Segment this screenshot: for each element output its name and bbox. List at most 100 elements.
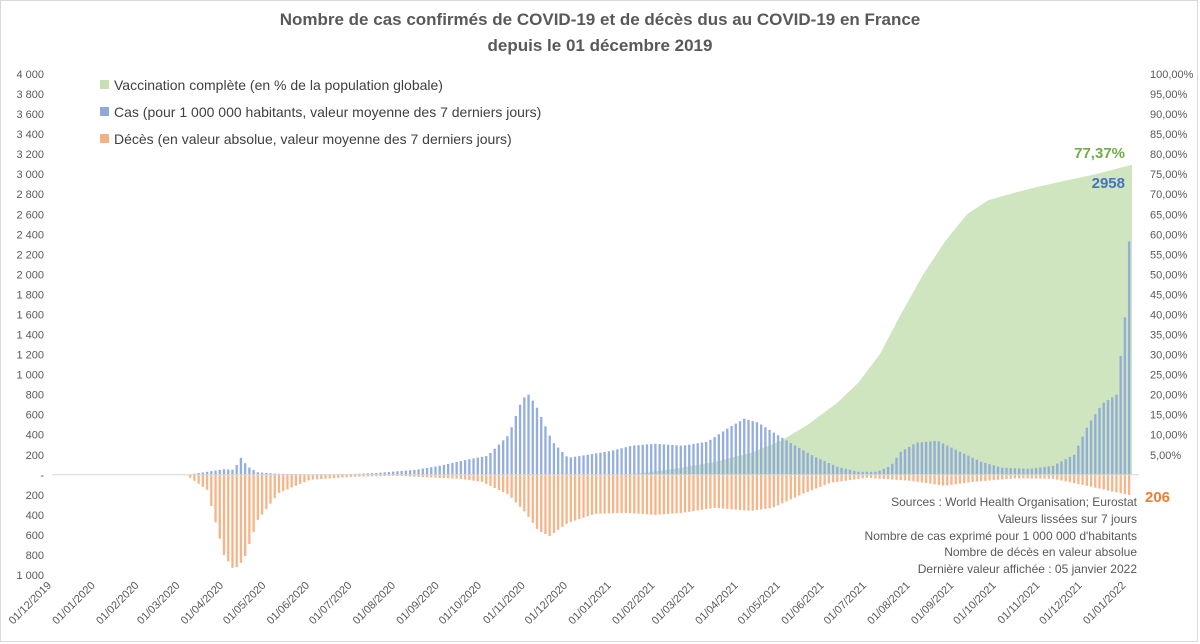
cases-bar xyxy=(857,471,860,475)
deaths-bar xyxy=(565,474,568,524)
cases-bar xyxy=(781,437,784,475)
x-tick-label: 01/06/2021 xyxy=(779,580,826,627)
cases-bar xyxy=(844,468,847,475)
cases-bar xyxy=(958,451,962,475)
deaths-bar xyxy=(248,474,251,544)
deaths-bar xyxy=(552,474,556,533)
deaths-bar xyxy=(210,474,213,507)
deaths-bar xyxy=(628,474,632,514)
deaths-bar xyxy=(738,474,742,510)
source-line-5: Dernière valeur affichée : 05 janvier 20… xyxy=(918,562,1138,576)
cases-bar xyxy=(497,444,501,475)
deaths-bar xyxy=(480,474,484,482)
cases-bar xyxy=(231,469,234,475)
x-tick-label: 01/11/2020 xyxy=(481,580,528,627)
cases-bar xyxy=(827,463,830,475)
cases-bar xyxy=(447,463,450,475)
deaths-bar xyxy=(396,474,399,476)
left-tick-label: 2 600 xyxy=(16,209,44,221)
deaths-bar xyxy=(899,474,902,481)
legend-label-deaths: Décès (en valeur absolue, valeur moyenne… xyxy=(114,131,512,147)
deaths-bar xyxy=(840,474,843,482)
cases-bar xyxy=(430,467,433,475)
deaths-bar xyxy=(984,474,987,481)
deaths-bar xyxy=(658,474,661,515)
deaths-bar xyxy=(726,474,729,509)
right-tick-label: 45,00% xyxy=(1150,289,1188,301)
deaths-bar xyxy=(882,474,885,479)
deaths-bar xyxy=(747,474,750,511)
x-tick-label: 01/01/2020 xyxy=(50,580,97,627)
deaths-bar xyxy=(1005,474,1008,480)
deaths-bar xyxy=(1018,474,1021,479)
cases-bar xyxy=(1018,468,1021,475)
cases-bar xyxy=(273,473,276,475)
cases-bar xyxy=(717,434,721,475)
cases-bar xyxy=(726,428,729,475)
x-tick-label: 01/03/2020 xyxy=(135,580,182,627)
deaths-bar xyxy=(865,474,869,478)
deaths-bar xyxy=(616,474,619,514)
deaths-bar xyxy=(912,474,915,482)
cases-bar xyxy=(941,443,945,475)
cases-bar xyxy=(1094,414,1097,475)
cases-bar xyxy=(1051,465,1055,475)
cases-bar xyxy=(480,456,484,475)
cases-bar xyxy=(1077,445,1080,475)
deaths-bar xyxy=(810,474,814,491)
deaths-bar xyxy=(447,474,450,479)
cases-bar xyxy=(476,457,479,475)
left-tick-label: 1 200 xyxy=(16,350,44,362)
cases-bar xyxy=(920,442,924,475)
cases-bar xyxy=(565,456,568,475)
cases-bar xyxy=(256,472,260,475)
right-tick-label: 20,00% xyxy=(1150,390,1188,402)
cases-bar xyxy=(252,469,255,475)
cases-bar xyxy=(645,444,649,475)
cases-bar xyxy=(992,465,995,475)
left-tick-label: 600 xyxy=(26,410,44,422)
left-tick-label: 2 800 xyxy=(16,189,44,201)
right-tick-label: 65,00% xyxy=(1150,209,1188,221)
cases-bar xyxy=(1005,467,1008,475)
cases-bar xyxy=(387,471,391,475)
cases-bar xyxy=(366,473,369,475)
deaths-bar xyxy=(214,474,217,523)
deaths-bar xyxy=(1102,474,1105,490)
cases-bar xyxy=(734,423,737,475)
left-tick-label: 2 400 xyxy=(16,229,44,241)
cases-bar xyxy=(899,451,902,475)
cases-bar xyxy=(908,446,911,475)
cases-bar xyxy=(442,464,446,475)
cases-bar xyxy=(709,439,712,475)
cases-bar xyxy=(658,444,661,475)
deaths-bar xyxy=(514,474,518,503)
deaths-bar xyxy=(781,474,784,504)
right-tick-label: 100,00% xyxy=(1150,69,1194,81)
deaths-bar xyxy=(222,474,226,555)
cases-bar xyxy=(1085,427,1088,475)
deaths-bar xyxy=(548,474,551,536)
cases-bar xyxy=(713,437,716,475)
cases-bar xyxy=(506,436,509,475)
left-tick-label: 200 xyxy=(26,450,44,462)
left-tick-label: 1 800 xyxy=(16,289,44,301)
deaths-bar xyxy=(1085,474,1088,486)
cases-bar xyxy=(468,459,471,475)
cases-bar xyxy=(1115,394,1118,475)
cases-bar xyxy=(595,453,598,475)
cases-bar xyxy=(582,455,585,475)
deaths-bar xyxy=(197,474,200,484)
cases-bar xyxy=(764,427,767,475)
cases-bar xyxy=(1072,454,1076,475)
cases-bar xyxy=(1013,468,1017,475)
cases-bar xyxy=(814,457,818,475)
cases-bar xyxy=(400,470,403,475)
deaths-bar xyxy=(413,474,416,477)
cases-bar xyxy=(535,407,539,475)
deaths-bar xyxy=(599,474,602,514)
source-line-4: Nombre de décès en valeur absolue xyxy=(944,545,1137,559)
left-axis: 4 000 3 800 3 600 3 400 3 200 3 000 2 800 2 600… xyxy=(16,69,44,582)
deaths-bar xyxy=(916,474,919,482)
